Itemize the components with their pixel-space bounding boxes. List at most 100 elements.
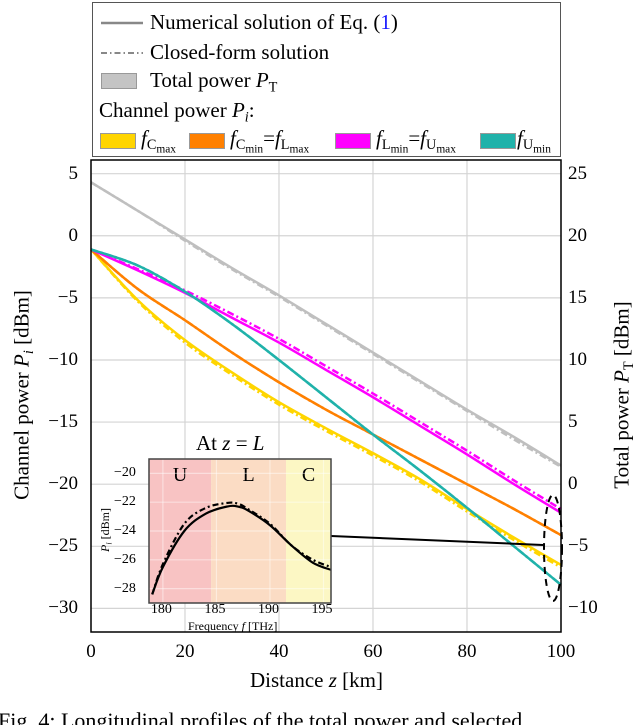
band-label: C [302, 464, 315, 486]
legend-total-power-text: Total power [150, 68, 256, 92]
y2-tick-label: −5 [568, 535, 589, 557]
legend-channel-u-min: fUmin [517, 126, 551, 156]
inset-title-text: At [196, 431, 223, 455]
y2-tick-label: 15 [568, 286, 587, 308]
inset-y-tick-label: −20 [114, 465, 136, 481]
y-tick-label: −5 [57, 286, 78, 308]
y-tick-label: 0 [68, 224, 79, 246]
legend-channel-power-text: Channel power [99, 98, 232, 122]
legend-ch-sub: L [381, 137, 391, 154]
inset-y-label-sub: i [104, 542, 114, 545]
x-tick-label: 100 [546, 641, 576, 662]
legend-ch-sub2: L [280, 137, 290, 154]
x-axis-label: Distance z [km] [250, 668, 383, 693]
legend-ch-f: f [376, 126, 382, 150]
band-u [149, 459, 212, 603]
legend-ch-eq: = [263, 126, 275, 150]
inset-x-label-sym: f [241, 619, 245, 633]
legend-numerical: Numerical solution of Eq. (1) [150, 12, 398, 33]
legend-channel-power-colon: : [248, 98, 255, 122]
band-label: L [242, 464, 254, 486]
inset-title-sym2: L [252, 431, 265, 455]
channel-swatch-u-min [480, 133, 516, 149]
equation-ref-link[interactable]: 1 [380, 10, 391, 34]
inset-line-closed-form [151, 501, 332, 595]
band-label: U [173, 464, 188, 486]
x-tick-label: 0 [86, 641, 96, 662]
inset-x-tick-label: 185 [204, 602, 226, 617]
legend-ch-f2: f [420, 126, 426, 150]
inset-grid [149, 459, 331, 603]
y2-tick-label: 10 [568, 348, 587, 370]
inset-y-axis-label: Pi [dBm] [98, 508, 114, 552]
x-tick-label: 20 [175, 641, 195, 662]
channel-swatch-c-min [189, 133, 225, 149]
legend-ch-f2: f [274, 126, 281, 150]
y2-tick-label: 0 [568, 473, 578, 495]
closed-form-line-f-cmin-f-lmax [90, 248, 562, 537]
channel-swatch-c-max [100, 133, 136, 149]
inset-y-label-unit: [dBm] [98, 508, 112, 543]
y-tick-label: −15 [48, 411, 78, 433]
y2-axis-label-unit: [dBm] [609, 301, 634, 362]
legend-total-power-sym: P [255, 68, 269, 92]
legend-ch-sub: C [235, 137, 246, 154]
legend-ch-f: f [517, 126, 523, 150]
inset-x-tick-label: 190 [257, 602, 279, 617]
x-axis-label-unit: [km] [336, 668, 383, 692]
x-tick-label: 60 [363, 641, 383, 662]
inset-y-tick-label: −24 [114, 523, 136, 538]
inset-title-sym: z [222, 431, 231, 455]
y2-axis-label-sym: P [609, 370, 634, 383]
legend-numerical-text: Numerical solution of Eq. ( [150, 10, 381, 34]
legend-ch-subsub: min [245, 143, 264, 156]
legend-closed-form: Closed-form solution [150, 40, 330, 64]
x-tick-label: 40 [269, 641, 289, 662]
band-c [286, 459, 331, 603]
closed-form-line-total-power-p-t [90, 181, 562, 468]
legend-ch-sub2: U [426, 137, 437, 154]
legend-channel-c-min: fCmin=fLmax [230, 126, 309, 156]
y2-tick-label: −10 [568, 597, 598, 619]
inset-y-tick-label: −26 [114, 551, 136, 567]
inset-y-label-sym: P [98, 544, 112, 552]
legend-channel-l-min: fLmin=fUmax [376, 126, 456, 156]
x-axis-label-sym: z [328, 668, 337, 692]
y2-axis-label: Total power PT [dBm] [609, 301, 637, 489]
inset-x-tick-label: 180 [150, 602, 172, 617]
legend-total-power-sub: T [268, 79, 278, 96]
y2-axis-label-text: Total power [609, 382, 634, 489]
inset-title: At z = L [196, 431, 265, 455]
y2-tick-label: 25 [568, 162, 587, 184]
y2-tick-label: 5 [568, 411, 578, 433]
legend-line-samples [101, 21, 143, 54]
inset-x-label-text: Frequency [188, 619, 242, 633]
channel-swatch-l-min [335, 133, 371, 149]
figure-caption: Fig. 4: Longitudinal profiles of the tot… [0, 708, 523, 725]
legend-ch-sub: C [146, 137, 157, 154]
legend-ch-subsub2: max [289, 143, 310, 156]
legend-numerical-close: ) [390, 10, 398, 34]
legend-ch-f: f [230, 126, 236, 150]
legend: Numerical solution of Eq. (1) Closed-for… [92, 2, 561, 157]
legend-total-power: Total power PT [150, 68, 277, 95]
inset-connector-line [330, 535, 544, 546]
inset-title-eq: = [230, 431, 253, 455]
y-axis-label-unit: [dBm] [9, 290, 34, 351]
y-axis-label-sub: i [20, 350, 37, 355]
numerical-line-f-lmin-f-umax [90, 248, 562, 514]
legend-channel-c-max: fCmax [141, 128, 176, 156]
y2-tick-label: 20 [568, 224, 587, 246]
legend-ch-sub: U [522, 137, 534, 154]
y-tick-label: −25 [48, 535, 78, 557]
x-tick-label: 80 [457, 641, 477, 662]
inset-x-axis-label: Frequency f [THz] [188, 620, 277, 632]
zoom-ellipse-marker [543, 494, 563, 602]
closed-form-line-f-umin [90, 248, 562, 586]
legend-ch-subsub: min [390, 143, 409, 156]
legend-ch-eq: = [408, 126, 421, 150]
y-tick-label: −30 [48, 597, 78, 619]
